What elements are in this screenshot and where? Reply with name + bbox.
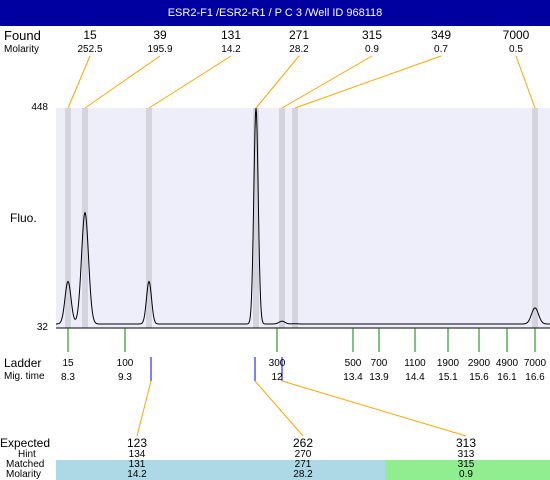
ladder-size: 15 [62, 358, 74, 369]
peak-band [279, 108, 285, 328]
expected-label: Expected [0, 436, 51, 450]
peak-leader-line [148, 55, 232, 109]
migtime-label: Mig. time [4, 371, 45, 382]
found-value: 315 [361, 28, 383, 42]
found-value: 15 [83, 28, 97, 42]
ladder-size: 4900 [495, 358, 519, 369]
ladder-size: 1900 [436, 358, 460, 369]
molarity-value: 28.2 [293, 469, 313, 480]
hint-value: 134 [128, 449, 146, 460]
fluorescence-trace [56, 107, 550, 325]
y-axis-label: Fluo. [10, 211, 37, 225]
peak-band [82, 108, 88, 328]
found-value: 271 [288, 28, 310, 42]
matched-band-green [385, 460, 550, 470]
expected-leader-line [254, 380, 304, 437]
ladder-migtime: 14.4 [405, 372, 425, 383]
ladder-size: 300 [268, 358, 286, 369]
molarity-row-label: Molarity [6, 469, 42, 480]
peak-leader-line [281, 55, 373, 109]
expected-value: 313 [455, 436, 477, 450]
hint-value: 270 [294, 449, 312, 460]
ladder-migtime: 16.1 [497, 372, 517, 383]
found-molarity: 28.2 [289, 44, 309, 55]
found-molarity: 252.5 [77, 44, 103, 55]
matched-band-blue [56, 460, 385, 470]
found-molarity: 0.5 [509, 44, 523, 55]
peak-band [146, 108, 152, 328]
expected-value: 262 [292, 436, 314, 450]
molarity-value: 14.2 [127, 469, 147, 480]
y-axis-max: 448 [31, 102, 48, 113]
ladder-migtime: 15.6 [469, 372, 489, 383]
peak-leader-line [515, 55, 536, 109]
peak-leader-line [255, 55, 300, 109]
y-axis-min: 32 [36, 322, 48, 333]
molarity-label: Molarity [4, 44, 40, 55]
ladder-migtime: 15.1 [438, 372, 458, 383]
peak-band [65, 108, 71, 328]
peak-band [253, 108, 259, 328]
found-value: 131 [220, 28, 242, 42]
ladder-size: 2900 [467, 358, 491, 369]
expected-leader-line [136, 380, 152, 437]
ladder-migtime: 13.4 [343, 372, 363, 383]
page-title: ESR2-F1 /ESR2-R1 / P C 3 /Well ID 968118 [167, 7, 383, 19]
peak-band [292, 108, 298, 328]
matched-label: Matched [6, 459, 45, 470]
hint-value: 313 [457, 449, 475, 460]
ladder-size: 7000 [523, 358, 547, 369]
found-value: 349 [430, 28, 452, 42]
found-value: 7000 [502, 28, 530, 42]
title-bar: ESR2-F1 /ESR2-R1 / P C 3 /Well ID 968118 [0, 0, 550, 26]
found-molarity: 0.7 [434, 44, 448, 55]
molarity-band-green [385, 470, 550, 480]
matched-value: 131 [128, 459, 146, 470]
ladder-label: Ladder [4, 356, 42, 370]
peak-band [532, 108, 538, 328]
matched-value: 315 [457, 459, 475, 470]
found-molarity: 0.9 [365, 44, 379, 55]
expected-leader-line [281, 380, 467, 437]
ladder-migtime: 12 [271, 372, 283, 383]
peak-leader-line [67, 55, 91, 109]
peak-leader-line [294, 55, 442, 109]
found-molarity: 14.2 [221, 44, 241, 55]
ladder-migtime: 16.6 [525, 372, 545, 383]
molarity-value: 0.9 [459, 469, 473, 480]
found-label: Found [4, 28, 41, 43]
plot-area [56, 108, 550, 328]
hint-label: Hint [18, 449, 36, 460]
ladder-migtime: 9.3 [118, 372, 132, 383]
ladder-size: 500 [344, 358, 362, 369]
matched-value: 271 [294, 459, 312, 470]
found-molarity: 195.9 [147, 44, 173, 55]
molarity-band-blue [56, 470, 385, 480]
ladder-size: 100 [116, 358, 134, 369]
found-value: 39 [153, 28, 167, 42]
ladder-size: 1100 [404, 358, 426, 369]
ladder-migtime: 8.3 [61, 372, 75, 383]
ladder-migtime: 13.9 [369, 372, 389, 383]
expected-value: 123 [126, 436, 148, 450]
ladder-size: 700 [370, 358, 388, 369]
peak-leader-line [84, 55, 161, 109]
